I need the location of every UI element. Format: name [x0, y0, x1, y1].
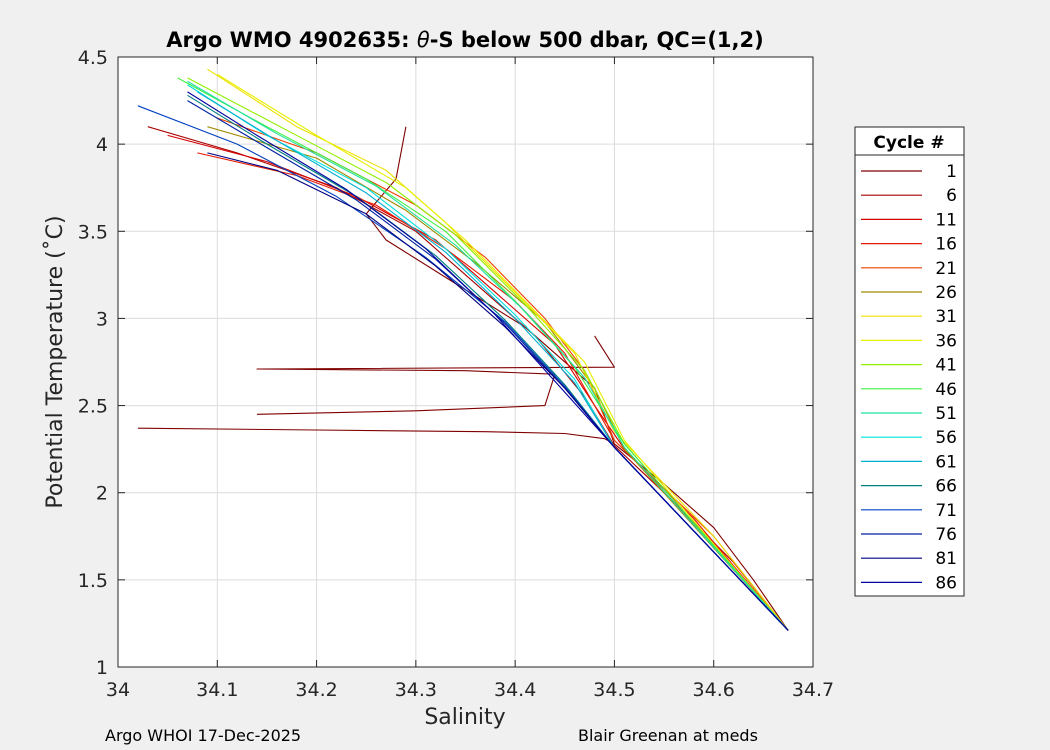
legend-label-76: 76	[935, 525, 957, 545]
y-tick-label: 1.5	[78, 570, 108, 592]
legend-label-26: 26	[935, 283, 957, 303]
chart-title-prefix: Argo WMO 4902635:	[166, 28, 417, 52]
y-tick-label: 3.5	[78, 221, 108, 243]
series-line-cycle-36	[217, 73, 789, 631]
axis-ticks: 34 34.1 34.2 34.3 34.4 34.5 34.6 34.7 1 1.5 2 2.5 3 3…	[78, 47, 834, 701]
legend-label-36: 36	[935, 331, 957, 351]
footer-right: Blair Greenan at meds	[578, 726, 758, 745]
legend-label-6: 6	[946, 186, 957, 206]
legend-box	[854, 126, 965, 597]
x-tick-label: 34.1	[196, 679, 238, 701]
legend: Cycle # 16111621263136414651566166717681…	[854, 126, 965, 597]
chart-title-suffix: -S below 500 dbar, QC=(1,2)	[430, 28, 764, 52]
series-line-cycle-86	[187, 91, 789, 631]
x-tick-label: 34.5	[593, 679, 635, 701]
chart-title-theta: θ	[417, 28, 430, 52]
chart-title: Argo WMO 4902635: θ-S below 500 dbar, QC…	[166, 28, 763, 52]
x-tick-label: 34.2	[295, 679, 337, 701]
legend-label-61: 61	[935, 452, 957, 472]
legend-title: Cycle #	[873, 133, 944, 153]
legend-label-31: 31	[935, 307, 957, 327]
legend-label-56: 56	[935, 428, 957, 448]
x-axis-label: Salinity	[424, 705, 505, 730]
series-line-cycle-1c	[365, 126, 615, 445]
legend-label-46: 46	[935, 380, 957, 400]
y-tick-label: 1	[96, 657, 108, 679]
legend-label-81: 81	[935, 549, 957, 569]
series-line-cycle-1b	[256, 335, 615, 415]
x-tick-label: 34.7	[792, 679, 834, 701]
x-tick-label: 34.6	[693, 679, 735, 701]
footer-left: Argo WHOI 17-Dec-2025	[105, 726, 301, 745]
legend-label-66: 66	[935, 477, 957, 497]
legend-label-21: 21	[935, 259, 957, 279]
x-tick-label: 34.4	[494, 679, 536, 701]
plot-frame	[117, 56, 814, 668]
series-line-cycle-61	[197, 91, 789, 631]
legend-label-71: 71	[935, 501, 957, 521]
y-tick-label: 4.5	[78, 47, 108, 69]
y-tick-label: 2	[96, 483, 108, 505]
series-line-cycle-41	[187, 77, 789, 631]
legend-label-1: 1	[946, 162, 957, 182]
series-group	[137, 68, 789, 631]
plot-area	[118, 57, 813, 667]
series-line-cycle-46	[177, 77, 789, 631]
legend-label-11: 11	[935, 210, 957, 230]
x-tick-label: 34.3	[395, 679, 437, 701]
legend-label-16: 16	[935, 235, 957, 255]
series-line-cycle-51	[187, 80, 789, 631]
legend-label-51: 51	[935, 404, 957, 424]
x-tick-label: 34	[106, 679, 130, 701]
legend-label-41: 41	[935, 356, 957, 376]
legend-label-86: 86	[935, 573, 957, 593]
y-tick-label: 4	[96, 134, 108, 156]
y-tick-label: 2.5	[78, 396, 108, 418]
y-axis-label: Potential Temperature (˚C)	[43, 215, 68, 508]
y-tick-label: 3	[96, 308, 108, 330]
